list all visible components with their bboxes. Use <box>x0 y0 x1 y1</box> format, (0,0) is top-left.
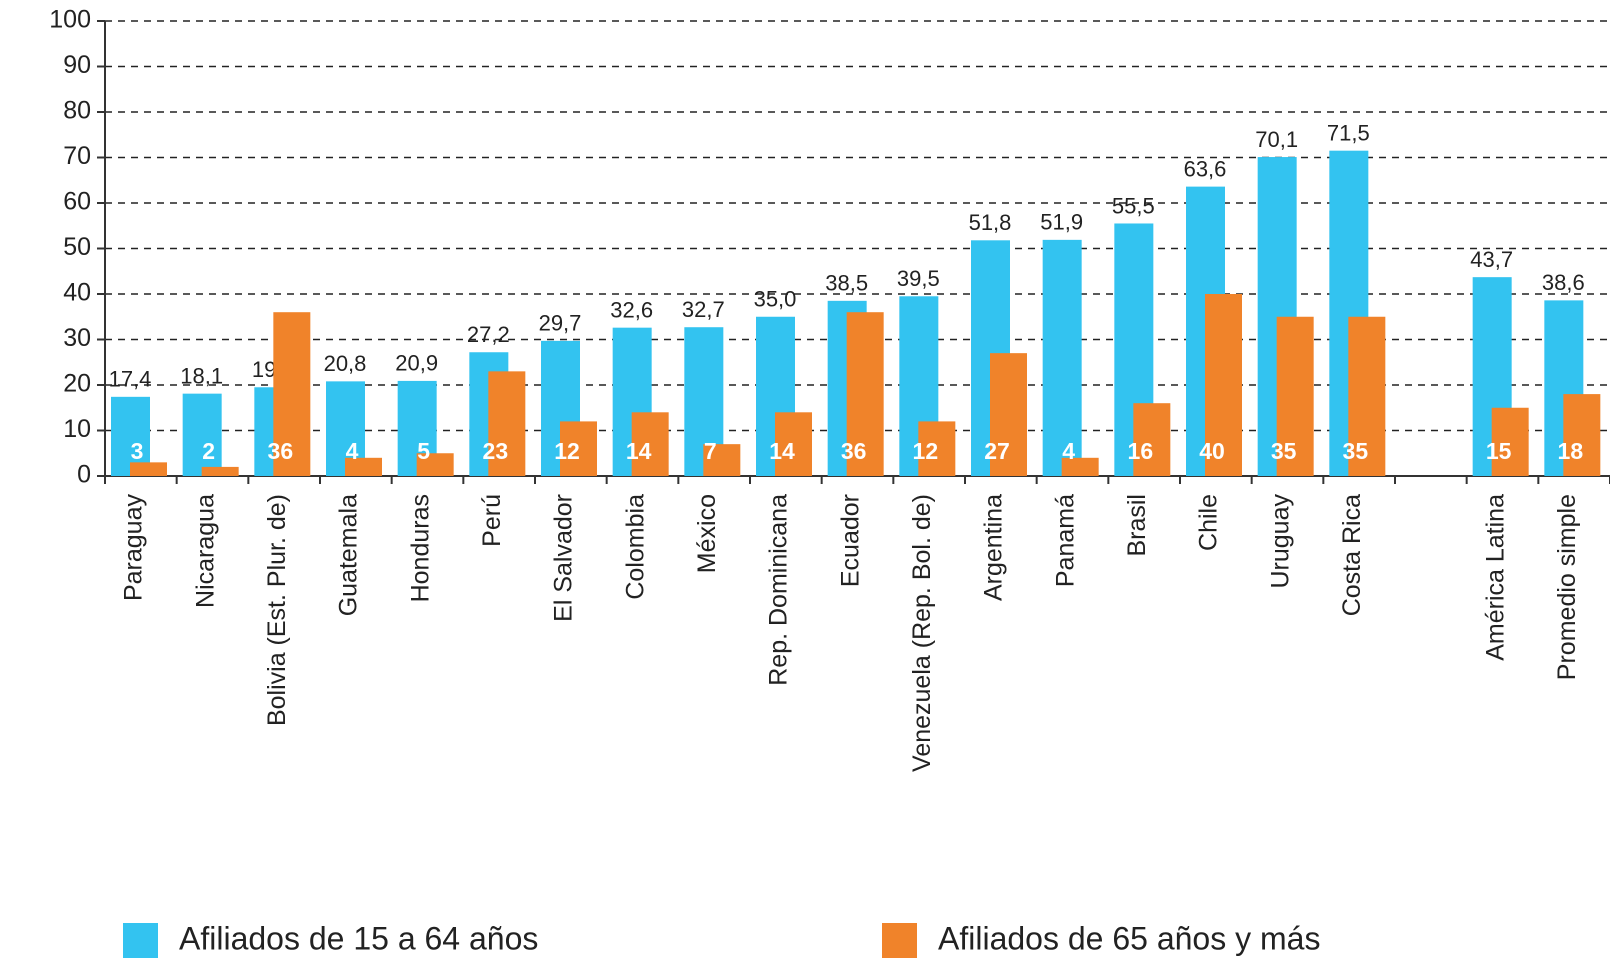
value-label: 3 <box>131 438 144 464</box>
x-tick-label: El Salvador <box>550 494 578 622</box>
value-label: 5 <box>417 438 430 464</box>
x-tick-label: Colombia <box>621 494 649 600</box>
value-label: 71,5 <box>1327 120 1370 145</box>
y-tick-label: 40 <box>63 279 91 307</box>
legend-label: Afiliados de 15 a 64 años <box>179 920 538 956</box>
x-tick-label: Venezuela (Rep. Bol. de) <box>908 494 936 772</box>
x-tick-label: Perú <box>478 494 506 547</box>
value-label: 18 <box>1558 438 1584 464</box>
y-tick-label: 80 <box>63 97 91 125</box>
legend-label: Afiliados de 65 años y más <box>938 920 1320 956</box>
value-label: 51,8 <box>969 210 1012 235</box>
bar <box>631 412 669 476</box>
value-label: 12 <box>554 438 580 464</box>
bar <box>846 312 884 476</box>
bar <box>273 312 311 476</box>
value-label: 36 <box>268 438 294 464</box>
x-tick-label: Nicaragua <box>191 494 219 608</box>
value-label: 14 <box>626 438 652 464</box>
value-label: 14 <box>769 438 795 464</box>
x-tick-label: Paraguay <box>120 494 148 602</box>
x-tick-label: Costa Rica <box>1338 494 1366 616</box>
bar <box>345 457 382 476</box>
bar <box>488 371 526 476</box>
value-label: 27 <box>984 438 1010 464</box>
value-label: 63,6 <box>1184 156 1227 181</box>
value-label: 32,7 <box>682 297 725 322</box>
bar <box>1348 316 1386 476</box>
value-label: 38,5 <box>825 271 868 296</box>
value-label: 16 <box>1128 438 1154 464</box>
value-label: 17,4 <box>109 367 152 392</box>
value-label: 43,7 <box>1470 247 1513 272</box>
bar <box>918 421 956 476</box>
y-tick-label: 60 <box>63 188 91 216</box>
bar <box>1563 394 1601 476</box>
y-tick-label: 50 <box>63 233 91 261</box>
bar <box>201 466 239 476</box>
y-tick-label: 90 <box>63 51 91 79</box>
bar <box>703 444 741 476</box>
bar <box>560 421 597 476</box>
value-label: 39,5 <box>897 266 940 291</box>
bar <box>990 353 1027 476</box>
value-label: 35 <box>1343 438 1369 464</box>
value-label: 18,1 <box>180 363 223 388</box>
x-tick-label: Bolivia (Est. Plur. de) <box>263 494 291 726</box>
bar <box>775 412 812 476</box>
value-label: 51,9 <box>1040 210 1083 235</box>
x-tick-label: Panamá <box>1051 494 1079 587</box>
value-label: 15 <box>1486 438 1512 464</box>
value-label: 4 <box>346 438 359 464</box>
legend-swatch <box>123 923 158 958</box>
value-label: 27,2 <box>467 322 510 347</box>
y-tick-label: 70 <box>63 142 91 170</box>
x-tick-label: México <box>693 494 721 573</box>
legend-swatch <box>882 923 917 958</box>
value-label: 4 <box>1062 438 1075 464</box>
x-tick-label: Rep. Dominicana <box>765 494 793 686</box>
value-label: 36 <box>841 438 867 464</box>
y-tick-label: 100 <box>49 6 91 34</box>
x-tick-label: Uruguay <box>1266 494 1294 589</box>
y-tick-label: 0 <box>77 461 91 489</box>
value-label: 35,0 <box>754 287 797 312</box>
value-label: 7 <box>704 438 717 464</box>
y-tick-label: 20 <box>63 370 91 398</box>
bar <box>1042 239 1082 476</box>
bar <box>1491 407 1529 476</box>
x-tick-label: América Latina <box>1481 494 1509 661</box>
y-tick-label: 30 <box>63 324 91 352</box>
bar <box>416 453 454 476</box>
value-label: 23 <box>483 438 509 464</box>
value-label: 32,6 <box>610 297 653 322</box>
value-label: 20,9 <box>395 351 438 376</box>
x-tick-label: Brasil <box>1123 494 1151 557</box>
bar <box>1061 457 1099 476</box>
value-label: 38,6 <box>1542 270 1585 295</box>
x-tick-label: Guatemala <box>335 494 363 616</box>
value-label: 70,1 <box>1255 127 1298 152</box>
bar <box>1276 316 1314 476</box>
value-label: 2 <box>202 438 215 464</box>
x-tick-label: Argentina <box>980 494 1008 601</box>
x-tick-label: Ecuador <box>836 494 864 587</box>
x-tick-label: Honduras <box>406 494 434 602</box>
bar <box>1133 403 1171 476</box>
y-tick-label: 10 <box>63 415 91 443</box>
bar <box>130 462 167 476</box>
bar <box>182 393 222 476</box>
bar <box>1205 294 1242 476</box>
value-label: 29,7 <box>539 311 582 336</box>
value-label: 12 <box>913 438 939 464</box>
value-label: 55,5 <box>1112 193 1155 218</box>
value-label: 35 <box>1271 438 1297 464</box>
value-label: 20,8 <box>324 351 367 376</box>
x-tick-label: Chile <box>1195 494 1223 551</box>
value-label: 40 <box>1199 438 1225 464</box>
x-tick-label: Promedio simple <box>1553 494 1581 680</box>
